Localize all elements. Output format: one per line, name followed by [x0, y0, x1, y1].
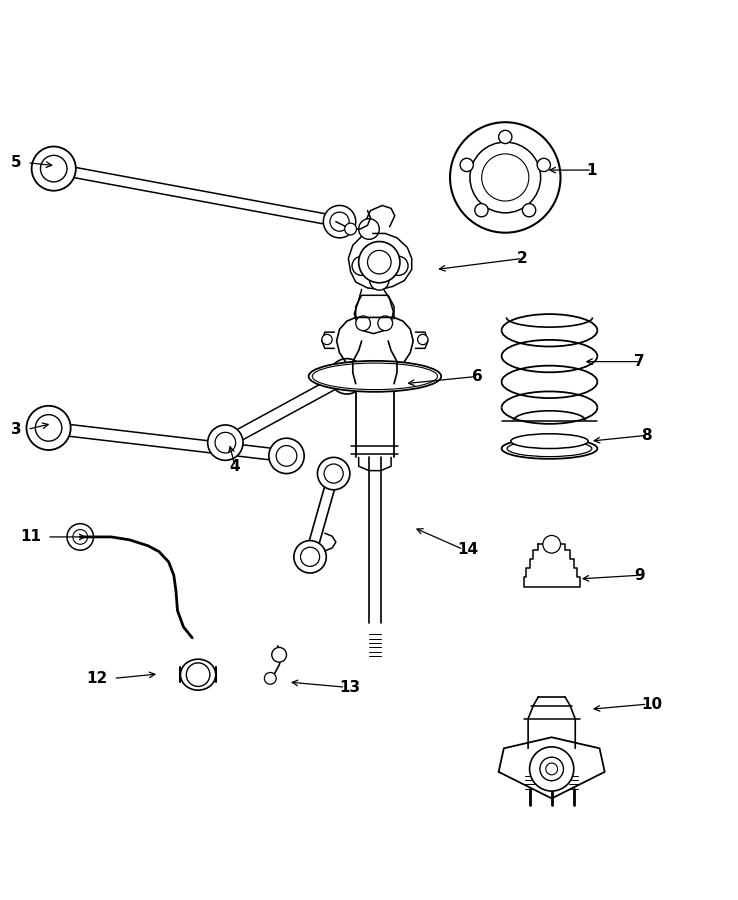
Circle shape — [67, 524, 94, 550]
Circle shape — [530, 747, 573, 791]
Circle shape — [499, 130, 512, 144]
Ellipse shape — [180, 659, 215, 690]
Circle shape — [317, 457, 350, 490]
Text: 2: 2 — [517, 251, 527, 266]
Circle shape — [300, 547, 320, 566]
Circle shape — [352, 256, 371, 275]
Text: 5: 5 — [10, 155, 21, 170]
Circle shape — [537, 158, 551, 172]
Circle shape — [470, 142, 541, 212]
Circle shape — [543, 536, 561, 554]
Circle shape — [475, 203, 488, 217]
Ellipse shape — [507, 440, 592, 456]
Circle shape — [489, 161, 522, 194]
Ellipse shape — [511, 434, 588, 448]
Text: 6: 6 — [472, 369, 483, 383]
Text: 1: 1 — [586, 163, 597, 177]
Text: 8: 8 — [641, 428, 652, 443]
Circle shape — [359, 219, 379, 239]
Circle shape — [482, 154, 529, 201]
Circle shape — [269, 438, 304, 473]
Circle shape — [337, 366, 357, 387]
Circle shape — [450, 122, 561, 233]
Circle shape — [323, 205, 356, 238]
Circle shape — [546, 763, 558, 775]
Circle shape — [523, 203, 536, 217]
Circle shape — [264, 672, 276, 684]
Circle shape — [359, 241, 400, 283]
Text: 9: 9 — [634, 568, 645, 582]
Circle shape — [322, 335, 332, 345]
Circle shape — [378, 316, 393, 330]
Text: 4: 4 — [229, 459, 240, 473]
Circle shape — [345, 223, 356, 235]
Circle shape — [418, 335, 428, 345]
Circle shape — [73, 529, 88, 544]
Circle shape — [389, 256, 408, 275]
Ellipse shape — [502, 438, 597, 459]
Circle shape — [330, 212, 349, 231]
Circle shape — [272, 647, 286, 662]
Circle shape — [329, 359, 365, 394]
Text: 10: 10 — [641, 697, 663, 712]
Text: 14: 14 — [458, 542, 478, 557]
Circle shape — [460, 158, 473, 172]
Circle shape — [215, 432, 235, 453]
Text: 13: 13 — [339, 680, 361, 695]
Text: 3: 3 — [10, 422, 21, 436]
Circle shape — [276, 446, 297, 466]
Text: 11: 11 — [20, 529, 41, 544]
Text: 12: 12 — [86, 670, 108, 686]
Circle shape — [27, 406, 71, 450]
Circle shape — [356, 316, 370, 330]
Circle shape — [370, 271, 389, 290]
Ellipse shape — [308, 361, 441, 392]
Circle shape — [324, 464, 343, 483]
Circle shape — [41, 156, 67, 182]
Ellipse shape — [312, 363, 438, 390]
Circle shape — [186, 663, 210, 687]
Circle shape — [540, 757, 564, 780]
Circle shape — [207, 425, 243, 460]
Circle shape — [32, 147, 76, 191]
Circle shape — [368, 250, 391, 274]
Text: 7: 7 — [634, 354, 645, 369]
Circle shape — [35, 415, 62, 441]
Circle shape — [294, 541, 326, 573]
